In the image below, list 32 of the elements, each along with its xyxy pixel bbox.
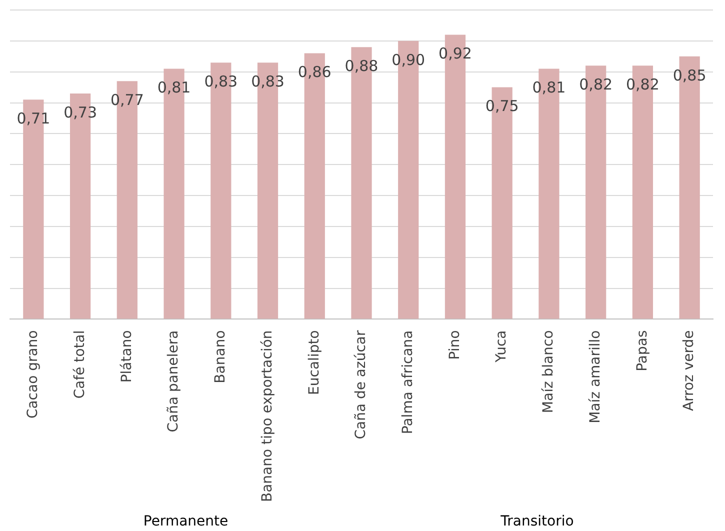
data-label: 0,88 xyxy=(344,57,378,75)
data-label: 0,86 xyxy=(298,63,332,82)
data-label: 0,83 xyxy=(251,72,284,90)
data-label: 0,82 xyxy=(626,76,660,94)
text: Permanente xyxy=(143,514,228,530)
x-tick-label: Palma africana xyxy=(400,330,416,434)
x-tick-label: Papas xyxy=(634,330,650,372)
x-tick-label: Arroz verde xyxy=(681,330,698,412)
data-label: 0,83 xyxy=(204,72,238,90)
x-tick-label: Café total xyxy=(72,330,88,399)
x-tick-label: Caña de azúcar xyxy=(353,330,370,440)
x-tick-label: Maíz blanco xyxy=(540,330,557,414)
data-label: 0,77 xyxy=(110,91,144,110)
x-tick-label: Pino xyxy=(446,330,463,360)
x-tick-label: Caña panelera xyxy=(166,330,182,432)
text: Transitorio xyxy=(500,514,574,530)
x-tick-label: Banano tipo exportación xyxy=(259,330,276,502)
x-tick-label: Eucalipto xyxy=(306,330,322,395)
data-label: 0,81 xyxy=(532,78,566,97)
data-label: 0,73 xyxy=(64,103,98,122)
data-label: 0,85 xyxy=(672,66,706,84)
x-tick-label: Plátano xyxy=(118,330,135,383)
data-label: 0,81 xyxy=(157,78,191,97)
data-label: 0,75 xyxy=(485,97,519,116)
data-label: 0,92 xyxy=(438,44,472,63)
data-label: 0,82 xyxy=(579,76,613,94)
data-label: 0,90 xyxy=(392,50,426,69)
x-tick-label: Cacao grano xyxy=(25,330,42,419)
x-tick-label: Banano xyxy=(212,330,229,384)
x-tick-label: Maíz amarillo xyxy=(587,330,604,424)
data-label: 0,71 xyxy=(16,110,50,128)
x-tick-label: Yuca xyxy=(494,330,510,364)
